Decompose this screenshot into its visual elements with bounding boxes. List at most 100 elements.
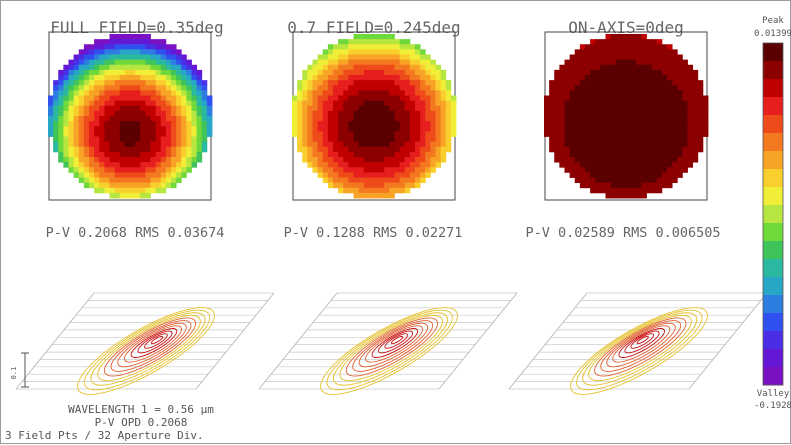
opd-cell [620,44,627,50]
opd-cell [165,136,172,143]
opd-cell [333,172,339,178]
opd-cell [140,136,146,143]
opd-cell [672,110,678,117]
opd-cell [94,121,100,127]
opd-cell [302,80,308,86]
opd-cell [353,177,360,184]
opd-cell [595,167,601,173]
opd-cell [379,121,385,127]
opd-cell [667,80,673,86]
opd-cell [176,141,182,148]
opd-cell [104,49,110,55]
opd-cell [140,192,146,199]
opd-cell [399,44,406,50]
opd-cell [667,177,673,184]
opd-cell [554,100,560,107]
opd-cell [631,80,637,86]
opd-cell [155,167,162,173]
opd-cell [692,157,699,163]
opd-cell [317,172,324,178]
opd-cell [620,172,627,178]
opd-cell [574,59,581,66]
opd-cell [420,116,426,122]
opd-cell [78,151,85,158]
opd-cell [636,182,642,189]
opd-cell [73,151,80,158]
opd-cell [641,116,647,122]
opd-cell [63,146,69,153]
opd-cell [631,146,637,153]
opd-cell [384,136,390,143]
opd-cell [605,100,612,107]
opd-cell [409,54,416,61]
opd-cell [124,146,131,153]
opd-cell [646,151,653,158]
opd-cell [363,59,370,66]
opd-cell [201,90,208,96]
opd-cell [610,110,617,117]
opd-cell [646,141,653,148]
opd-cell [145,85,151,91]
opd-cell [135,75,141,81]
opd-cell [348,157,354,163]
opd-cell [124,85,131,91]
opd-cell [317,121,324,127]
opd-cell [420,110,426,117]
opd-cell [83,177,90,184]
opd-cell [651,187,658,194]
opd-cell [140,121,146,127]
opd-cell [165,75,172,81]
opd-cell [358,157,365,163]
opd-cell [150,100,157,107]
opd-cell [78,49,85,55]
opd-cell [68,141,75,148]
opd-cell [353,105,360,112]
opd-cell [94,95,100,102]
opd-cell [109,151,116,158]
opd-cell [564,59,571,66]
opd-cell [615,105,622,112]
opd-cell [94,162,100,168]
opd-cell [564,100,571,107]
opd-cell [343,90,349,96]
opd-cell [651,131,658,137]
opd-cell [549,85,555,91]
opd-cell [605,172,612,178]
opd-cell [626,116,632,122]
opd-cell [73,162,80,168]
opd-cell [425,141,431,148]
opd-cell [338,157,344,163]
opd-cell [569,131,576,137]
opd-cell [672,167,678,173]
opd-cell [302,126,308,132]
opd-cell [590,110,596,117]
opd-cell [641,192,647,199]
opd-cell [140,162,146,168]
opd-cell [358,49,365,55]
opd-cell [559,95,565,102]
opd-cell [559,75,565,81]
opd-cell [83,54,90,61]
opd-cell [358,141,365,148]
opd-cell [135,162,141,168]
opd-cell [590,136,596,143]
opd-cell [155,54,162,61]
opd-cell [297,105,303,112]
opd-cell [600,100,606,107]
opd-cell [73,64,80,71]
opd-cell [368,44,375,50]
opd-cell [682,167,688,173]
opd-cell [579,100,586,107]
opd-cell [404,182,411,189]
opd-cell [636,162,642,168]
opd-cell [569,157,576,163]
opd-cell [574,64,581,71]
opd-cell [176,136,182,143]
opd-cell [600,146,606,153]
opd-cell [53,141,59,148]
opd-cell [626,44,632,50]
opd-cell [358,136,365,143]
opd-cell [94,54,100,61]
opd-cell [327,110,334,117]
opd-cell [420,80,426,86]
